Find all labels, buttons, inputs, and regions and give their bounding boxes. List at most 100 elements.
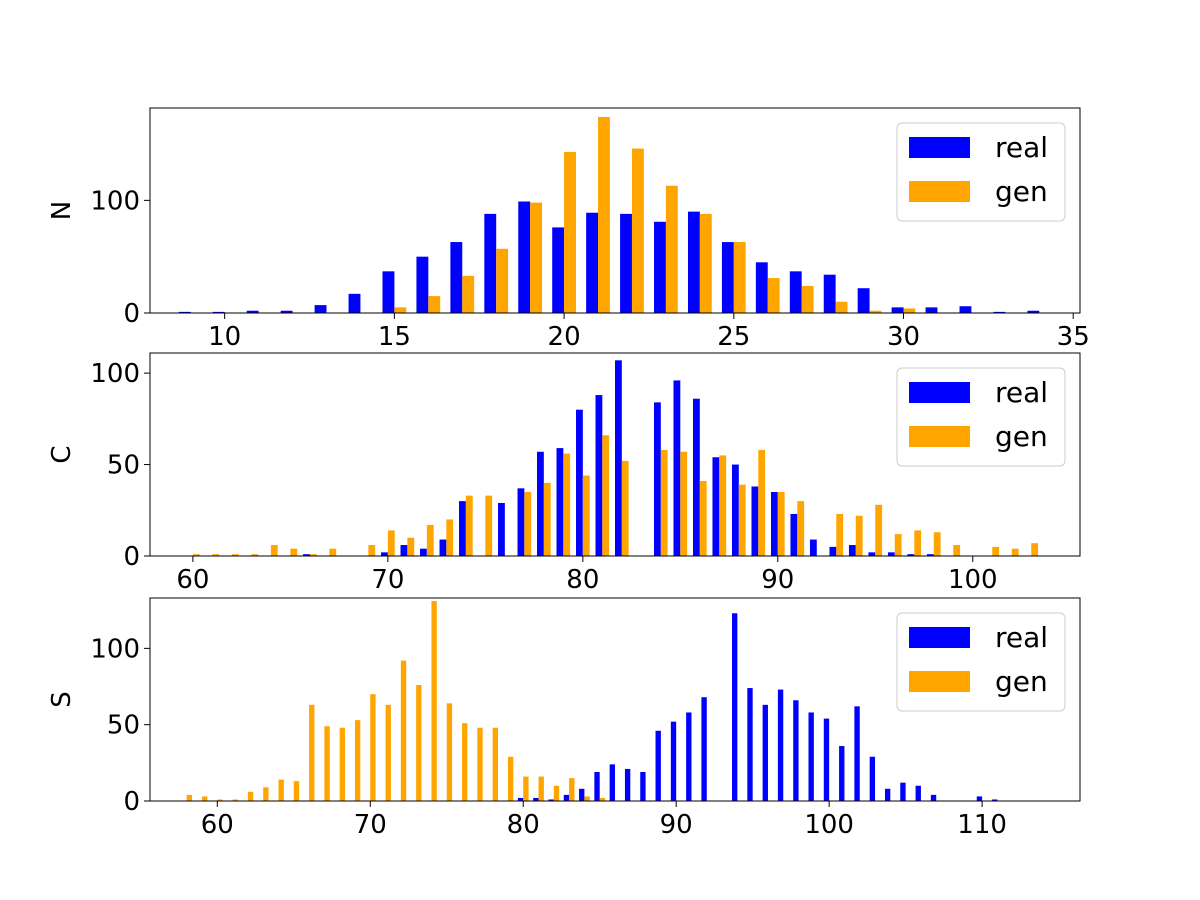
bar-real-19 <box>518 201 531 313</box>
bar-real-94 <box>732 613 738 801</box>
bar-gen-67 <box>324 726 330 801</box>
bar-gen-81 <box>602 435 610 556</box>
bar-gen-70 <box>370 694 376 801</box>
bar-gen-66 <box>309 554 317 556</box>
bar-real-84 <box>653 402 661 556</box>
bar-gen-15 <box>394 307 407 313</box>
bar-gen-78 <box>492 727 498 801</box>
bar-real-97 <box>907 554 915 556</box>
bar-gen-30 <box>903 308 916 313</box>
bar-real-15 <box>382 271 395 313</box>
legend-label-real: real <box>995 621 1048 654</box>
bar-real-96 <box>762 704 768 801</box>
bar-real-95 <box>868 552 876 556</box>
x-tick-label: 60 <box>176 565 209 595</box>
legend: real gen <box>896 612 1066 712</box>
bar-gen-27 <box>801 285 814 313</box>
bar-gen-82 <box>621 460 629 556</box>
bar-real-27 <box>789 271 802 313</box>
bar-real-10 <box>212 311 225 313</box>
bar-real-28 <box>823 274 836 313</box>
bar-real-91 <box>686 712 692 801</box>
bar-gen-78 <box>543 482 551 556</box>
bar-real-82 <box>548 799 554 801</box>
legend: real gen <box>896 122 1066 222</box>
bar-gen-19 <box>530 202 543 313</box>
bar-real-99 <box>808 712 814 801</box>
bar-real-24 <box>687 211 700 313</box>
bar-gen-86 <box>699 481 707 556</box>
bar-real-85 <box>594 772 600 801</box>
bar-real-22 <box>620 213 632 313</box>
bar-real-14 <box>348 293 361 313</box>
bar-real-72 <box>420 548 427 556</box>
bar-gen-91 <box>797 501 805 556</box>
bar-gen-77 <box>477 727 483 801</box>
bar-gen-62 <box>247 791 254 801</box>
x-tick-label: 15 <box>378 322 411 352</box>
bar-real-102 <box>854 706 860 801</box>
x-tick-label: 10 <box>208 322 241 352</box>
legend-label-real: real <box>995 376 1048 409</box>
bar-real-80 <box>576 409 583 556</box>
x-tick-label: 70 <box>371 565 404 595</box>
bar-real-84 <box>579 788 585 801</box>
bar-gen-88 <box>738 484 746 556</box>
legend-label-real: real <box>995 131 1048 164</box>
bar-gen-64 <box>270 545 278 556</box>
bar-gen-23 <box>665 185 678 313</box>
bar-gen-29 <box>869 310 882 313</box>
bar-real-107 <box>930 794 937 801</box>
bar-real-81 <box>533 797 539 801</box>
axes-frame <box>149 597 1081 802</box>
bar-real-12 <box>280 310 293 313</box>
legend-label-gen: gen <box>995 175 1048 208</box>
bar-gen-22 <box>631 148 644 313</box>
bar-real-111 <box>992 799 998 801</box>
bar-gen-74 <box>465 495 473 556</box>
legend-label-gen: gen <box>995 420 1048 453</box>
bar-gen-62 <box>231 554 239 556</box>
bar-gen-25 <box>733 242 746 313</box>
bar-real-86 <box>609 764 615 801</box>
bar-real-81 <box>595 395 603 556</box>
bar-gen-77 <box>524 491 532 556</box>
bar-gen-28 <box>835 301 848 313</box>
x-tick-label: 25 <box>717 322 750 352</box>
bar-gen-18 <box>496 248 509 313</box>
bar-gen-74 <box>431 601 437 801</box>
bar-gen-79 <box>507 756 514 801</box>
bar-real-66 <box>303 554 310 556</box>
bar-real-89 <box>751 486 759 556</box>
bar-gen-65 <box>290 548 298 556</box>
bar-real-82 <box>615 360 622 556</box>
bar-real-78 <box>537 451 544 556</box>
legend: real gen <box>896 367 1066 467</box>
bar-gen-80 <box>582 475 590 556</box>
bar-real-89 <box>655 730 661 801</box>
y-tick-label: 100 <box>90 186 140 216</box>
bar-gen-85 <box>680 451 688 556</box>
y-tick-label: 50 <box>107 451 140 481</box>
axes-frame <box>149 107 1081 314</box>
bar-gen-102 <box>1011 548 1019 556</box>
y-tick-label: 0 <box>123 542 140 572</box>
bar-gen-60 <box>217 799 223 801</box>
bar-gen-72 <box>400 660 407 801</box>
x-tick-label: 90 <box>761 565 794 595</box>
y-tick-label: 100 <box>90 634 140 664</box>
bar-real-70 <box>381 552 388 556</box>
bar-gen-93 <box>836 513 844 556</box>
x-tick-label: 80 <box>507 810 540 840</box>
bar-real-23 <box>654 221 666 313</box>
bar-real-18 <box>484 213 497 313</box>
bar-gen-83 <box>569 778 575 801</box>
bar-gen-68 <box>339 727 346 801</box>
bar-real-9 <box>178 311 191 313</box>
bar-real-29 <box>857 288 870 313</box>
y-tick-label: 50 <box>107 711 140 741</box>
bar-gen-81 <box>538 776 544 801</box>
bar-real-30 <box>891 307 904 313</box>
bar-gen-17 <box>462 275 475 313</box>
